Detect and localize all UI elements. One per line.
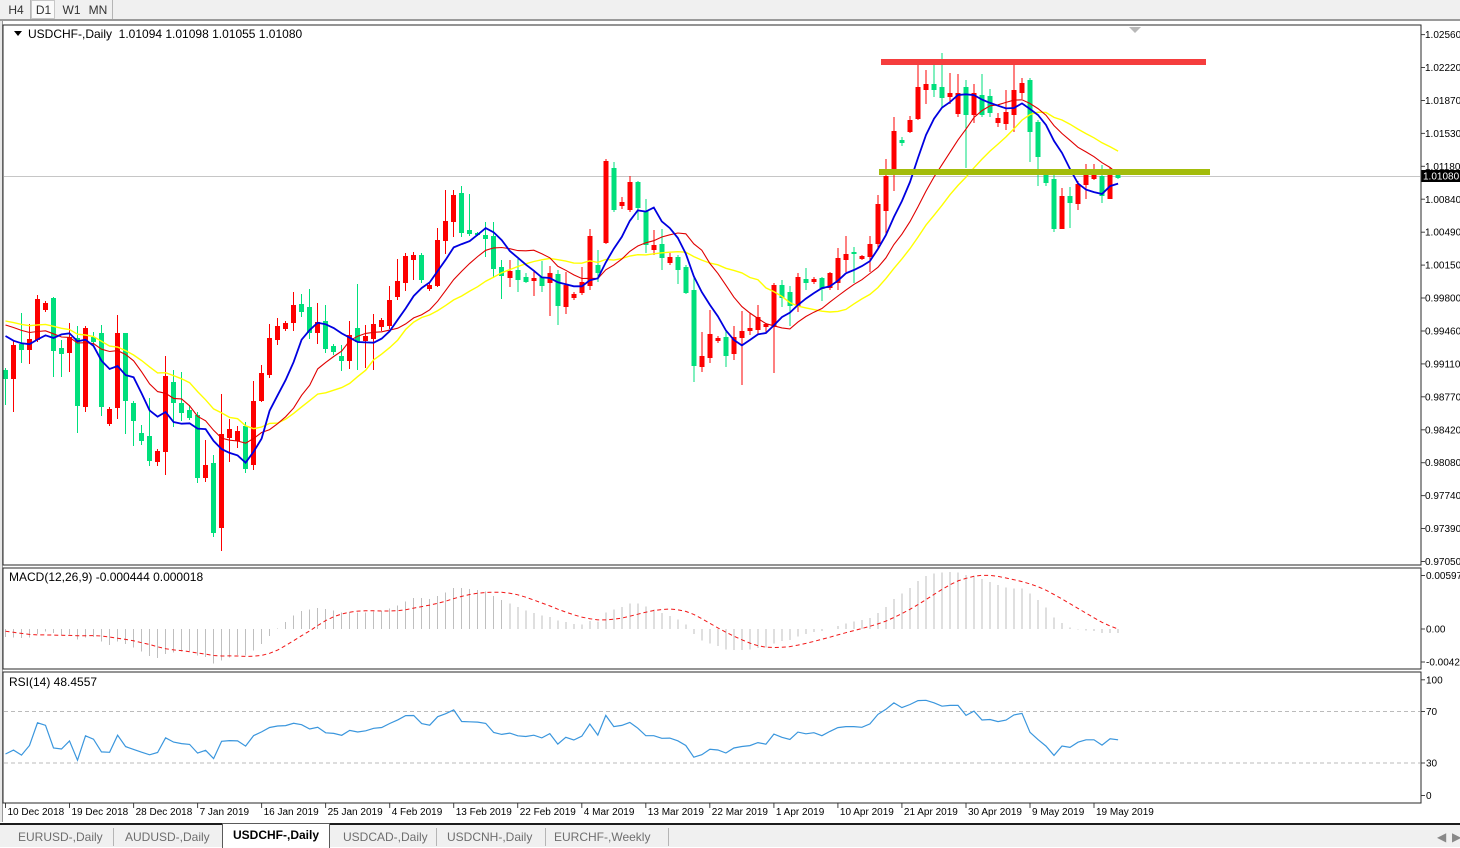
svg-text:0.00597: 0.00597 <box>1426 571 1460 582</box>
svg-text:25 Jan 2019: 25 Jan 2019 <box>328 807 383 818</box>
svg-text:19 May 2019: 19 May 2019 <box>1096 807 1154 818</box>
svg-text:1.02220: 1.02220 <box>1425 63 1460 74</box>
svg-text:22 Feb 2019: 22 Feb 2019 <box>520 807 577 818</box>
svg-text:1.01870: 1.01870 <box>1425 96 1460 107</box>
svg-text:4 Mar 2019: 4 Mar 2019 <box>584 807 635 818</box>
svg-text:1 Apr 2019: 1 Apr 2019 <box>776 807 825 818</box>
svg-text:1.00840: 1.00840 <box>1425 195 1460 206</box>
svg-text:0.98770: 0.98770 <box>1425 392 1460 403</box>
svg-text:28 Dec 2018: 28 Dec 2018 <box>136 807 193 818</box>
svg-text:0.97740: 0.97740 <box>1425 491 1460 502</box>
svg-text:22 Mar 2019: 22 Mar 2019 <box>712 807 769 818</box>
svg-text:MACD(12,26,9) -0.000444 0.0000: MACD(12,26,9) -0.000444 0.000018 <box>9 570 203 584</box>
svg-text:1.01530: 1.01530 <box>1425 129 1460 140</box>
svg-text:1.00150: 1.00150 <box>1425 261 1460 272</box>
svg-text:13 Mar 2019: 13 Mar 2019 <box>648 807 705 818</box>
svg-text:0.97390: 0.97390 <box>1425 524 1460 535</box>
svg-text:9 May 2019: 9 May 2019 <box>1032 807 1085 818</box>
svg-text:0.98420: 0.98420 <box>1425 425 1460 436</box>
svg-text:0.98080: 0.98080 <box>1425 458 1460 469</box>
svg-text:30: 30 <box>1426 759 1438 770</box>
svg-text:4 Feb 2019: 4 Feb 2019 <box>392 807 443 818</box>
svg-text:1.00490: 1.00490 <box>1425 228 1460 239</box>
svg-text:0: 0 <box>1426 791 1432 802</box>
svg-text:1.01180: 1.01180 <box>1425 162 1460 173</box>
svg-text:21 Apr 2019: 21 Apr 2019 <box>904 807 958 818</box>
svg-text:10 Apr 2019: 10 Apr 2019 <box>840 807 894 818</box>
svg-text:1.02560: 1.02560 <box>1425 30 1460 41</box>
svg-text:1.01080: 1.01080 <box>1423 172 1460 183</box>
svg-text:16 Jan 2019: 16 Jan 2019 <box>264 807 319 818</box>
svg-text:19 Dec 2018: 19 Dec 2018 <box>72 807 129 818</box>
svg-text:0.99110: 0.99110 <box>1425 359 1460 370</box>
svg-text:-0.00424: -0.00424 <box>1426 658 1460 669</box>
svg-text:10 Dec 2018: 10 Dec 2018 <box>8 807 65 818</box>
svg-text:100: 100 <box>1426 675 1443 686</box>
svg-text:70: 70 <box>1426 707 1438 718</box>
svg-text:0.97050: 0.97050 <box>1425 557 1460 568</box>
svg-text:RSI(14) 48.4557: RSI(14) 48.4557 <box>9 675 97 689</box>
svg-text:0.99460: 0.99460 <box>1425 327 1460 338</box>
svg-text:0.00: 0.00 <box>1426 625 1446 636</box>
svg-text:30 Apr 2019: 30 Apr 2019 <box>968 807 1022 818</box>
svg-text:0.99800: 0.99800 <box>1425 294 1460 305</box>
svg-text:13 Feb 2019: 13 Feb 2019 <box>456 807 513 818</box>
svg-text:USDCHF-,Daily 1.01094 1.01098: USDCHF-,Daily 1.01094 1.01098 1.01055 1.… <box>28 27 303 41</box>
svg-text:7 Jan 2019: 7 Jan 2019 <box>200 807 250 818</box>
